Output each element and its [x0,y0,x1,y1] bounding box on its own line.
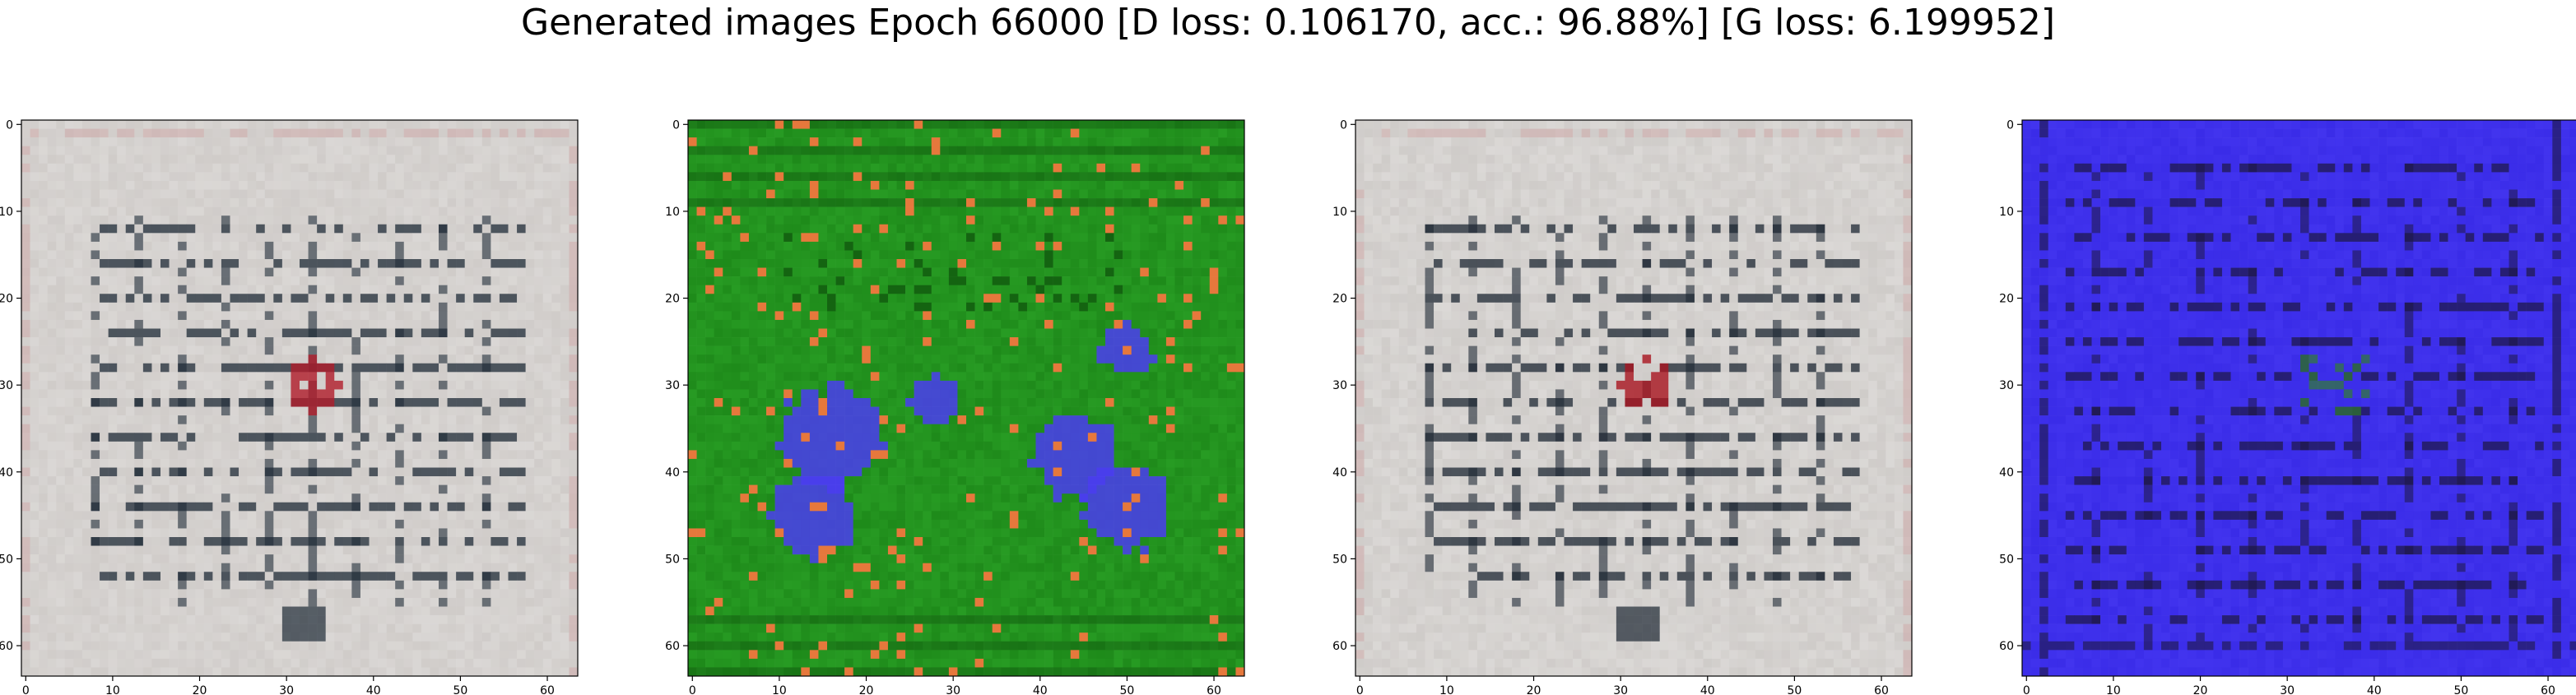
axes-frame [1355,119,1913,677]
x-tick-label: 60 [1874,684,1889,695]
y-tick-label: 50 [0,553,13,566]
y-tick-label: 20 [665,293,680,306]
y-tick-label: 50 [1332,553,1347,566]
y-tick-label: 30 [1332,379,1347,392]
axes-frame [21,119,579,677]
image-panel-2: 0 10 20 30 40 50 60 0 10 20 30 40 50 60 [665,118,1245,695]
y-tick-label: 0 [6,118,13,132]
image-panel-4-plot: 0 10 20 30 40 50 60 0 10 20 30 40 50 60 [1999,118,2576,695]
y-tick-label: 0 [2006,118,2014,132]
y-tick-label: 10 [0,206,13,219]
x-tick-label: 30 [279,684,294,695]
image-panel-1: 0 10 20 30 40 50 60 0 10 20 30 40 50 60 [0,118,579,695]
y-tick-label: 10 [665,206,680,219]
x-tick-label: 50 [2453,684,2468,695]
y-tick-label: 0 [1340,118,1347,132]
x-tick-label: 30 [946,684,960,695]
image-pixels [688,120,1245,677]
y-tick-label: 0 [672,118,680,132]
x-tick-label: 0 [22,684,30,695]
x-tick-label: 10 [2106,684,2121,695]
x-tick-label: 40 [1033,684,1048,695]
image-panel-1-plot: 0 10 20 30 40 50 60 0 10 20 30 40 50 60 [0,118,579,695]
y-tick-label: 20 [1332,293,1347,306]
x-tick-label: 40 [2367,684,2382,695]
x-tick-label: 50 [453,684,467,695]
y-tick-label: 40 [1332,466,1347,480]
x-tick-label: 30 [1613,684,1628,695]
x-tick-label: 20 [859,684,874,695]
image-panel-2-plot: 0 10 20 30 40 50 60 0 10 20 30 40 50 60 [665,118,1245,695]
y-tick-label: 10 [1332,206,1347,219]
x-tick-label: 0 [689,684,696,695]
x-tick-label: 10 [1439,684,1454,695]
y-tick-label: 50 [665,553,680,566]
y-tick-label: 60 [1332,640,1347,653]
image-pixels [2022,120,2576,677]
x-tick-label: 40 [366,684,381,695]
y-tick-label: 20 [0,293,13,306]
image-panel-3-plot: 0 10 20 30 40 50 60 0 10 20 30 40 50 60 [1332,118,1913,695]
y-tick-label: 20 [1999,293,2014,306]
x-tick-label: 60 [2541,684,2555,695]
y-tick-label: 40 [0,466,13,480]
axes-frame [687,119,1245,677]
figure-title: Generated images Epoch 66000 [D loss: 0.… [520,2,2056,44]
y-tick-label: 10 [1999,206,2014,219]
x-tick-label: 50 [1119,684,1134,695]
x-tick-label: 0 [1356,684,1364,695]
y-tick-label: 30 [0,379,13,392]
y-tick-label: 30 [665,379,680,392]
image-pixels [21,120,579,677]
x-tick-label: 60 [1207,684,1221,695]
x-tick-label: 30 [2280,684,2295,695]
x-tick-label: 60 [540,684,555,695]
image-panel-4: 0 10 20 30 40 50 60 0 10 20 30 40 50 60 [1999,118,2576,695]
x-tick-label: 0 [2023,684,2030,695]
y-tick-label: 60 [0,640,13,653]
image-pixels [1355,120,1913,677]
y-tick-label: 60 [1999,640,2014,653]
y-tick-label: 40 [665,466,680,480]
image-panel-3: 0 10 20 30 40 50 60 0 10 20 30 40 50 60 [1332,118,1913,695]
axes-frame [2021,119,2576,677]
x-tick-label: 10 [772,684,787,695]
x-tick-label: 40 [1700,684,1715,695]
y-tick-label: 30 [1999,379,2014,392]
x-tick-label: 20 [193,684,207,695]
x-tick-label: 10 [105,684,120,695]
y-tick-label: 40 [1999,466,2014,480]
x-tick-label: 20 [2193,684,2208,695]
x-tick-label: 20 [1527,684,1541,695]
x-tick-label: 50 [1787,684,1802,695]
y-tick-label: 50 [1999,553,2014,566]
y-tick-label: 60 [665,640,680,653]
